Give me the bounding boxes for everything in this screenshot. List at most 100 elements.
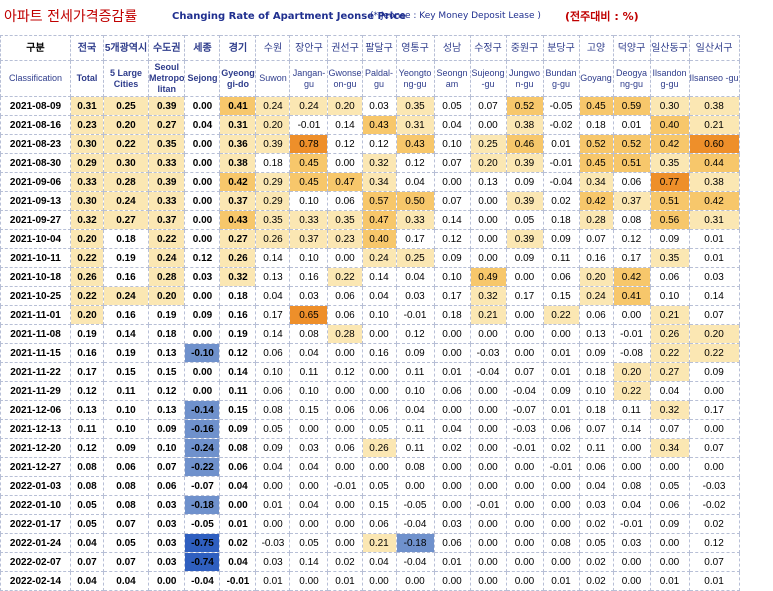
table-cell: 0.06 [327, 191, 363, 211]
table-cell: 0.04 [612, 495, 651, 515]
table-cell: 0.37 [612, 191, 651, 211]
table-cell: 0.00 [505, 267, 544, 287]
table-cell: 0.35 [147, 134, 186, 154]
table-cell: 0.00 [469, 571, 507, 591]
table-cell: 0.01 [433, 552, 471, 572]
table-cell: 0.11 [578, 438, 614, 458]
row-date: 2021-10-04 [0, 229, 71, 249]
table-cell: 0.12 [433, 229, 471, 249]
table-row: 2021-08-09 0.31 0.25 0.39 0.00 0.41 0.24 0.24 0.… [0, 96, 740, 116]
table-cell: -0.03 [255, 533, 291, 553]
table-cell: 0.01 [255, 495, 291, 515]
table-cell: 0.43 [395, 134, 435, 154]
table-cell: 0.01 [688, 248, 740, 268]
table-cell: 0.00 [542, 495, 580, 515]
table-cell: 0.10 [103, 400, 149, 420]
row-header-english: Classification [0, 60, 71, 97]
table-cell: 0.11 [395, 438, 435, 458]
table-cell: 0.00 [612, 571, 651, 591]
row-date: 2021-11-08 [0, 324, 71, 344]
table-cell: 0.03 [147, 495, 186, 515]
table-cell: 0.26 [361, 438, 397, 458]
table-cell: 0.78 [289, 134, 329, 154]
title-english: Changing Rate of Apartment Jeonse Price [172, 11, 406, 22]
table-cell: 0.24 [289, 96, 329, 116]
table-cell: 0.02 [578, 552, 614, 572]
table-cell: 0.01 [542, 400, 580, 420]
table-cell: 0.07 [505, 362, 544, 382]
column-header-korean: 장안구 [289, 35, 329, 61]
table-cell: -0.75 [184, 533, 221, 553]
table-cell: 0.07 [578, 419, 614, 439]
table-cell: 0.06 [612, 172, 651, 192]
table-cell: 0.06 [578, 305, 614, 325]
column-header-english: Jangan-gu [289, 60, 329, 97]
table-cell: 0.40 [649, 115, 690, 135]
table-cell: 0.14 [289, 552, 329, 572]
table-cell: 0.18 [103, 229, 149, 249]
table-cell: 0.03 [289, 438, 329, 458]
table-cell: 0.00 [469, 229, 507, 249]
table-cell: 0.19 [219, 324, 257, 344]
table-cell: 0.09 [542, 229, 580, 249]
table-cell: 0.00 [184, 362, 221, 382]
table-cell: 0.00 [505, 495, 544, 515]
table-cell: 0.01 [542, 362, 580, 382]
table-cell: 0.12 [70, 438, 104, 458]
row-date: 2021-10-11 [0, 248, 71, 268]
row-date: 2021-11-01 [0, 305, 71, 325]
table-cell: 0.12 [70, 381, 104, 401]
table-cell: 0.33 [147, 153, 186, 173]
table-cell: 0.06 [327, 305, 363, 325]
column-header-english: Total [70, 60, 104, 97]
row-date: 2022-01-24 [0, 533, 71, 553]
table-cell: 0.00 [327, 457, 363, 477]
table-cell: 0.18 [255, 153, 291, 173]
table-cell: 0.20 [469, 153, 507, 173]
table-cell: 0.12 [688, 533, 740, 553]
table-cell: 0.29 [255, 172, 291, 192]
table-cell: 0.30 [70, 191, 104, 211]
table-cell: 0.11 [103, 381, 149, 401]
table-cell: 0.07 [103, 514, 149, 534]
table-cell: 0.46 [505, 134, 544, 154]
table-row: 2021-10-18 0.26 0.16 0.28 0.03 0.32 0.13 0.16 0.… [0, 267, 740, 287]
table-cell: 0.04 [649, 381, 690, 401]
table-cell: 0.06 [649, 267, 690, 287]
table-cell: 0.00 [361, 457, 397, 477]
table-cell: 0.03 [688, 267, 740, 287]
table-cell: 0.09 [433, 248, 471, 268]
row-date: 2021-09-06 [0, 172, 71, 192]
table-cell: 0.00 [505, 533, 544, 553]
table-cell: 0.00 [688, 419, 740, 439]
column-header-english: Paldal-gu [361, 60, 397, 97]
table-cell: 0.28 [103, 172, 149, 192]
row-date: 2021-08-16 [0, 115, 71, 135]
table-cell: 0.07 [688, 438, 740, 458]
table-cell: 0.13 [147, 343, 186, 363]
column-header-english: Ilsanseo -gu [688, 60, 740, 97]
table-cell: 0.00 [327, 495, 363, 515]
table-cell: 0.52 [578, 134, 614, 154]
table-cell: 0.02 [542, 438, 580, 458]
table-cell: 0.04 [70, 571, 104, 591]
row-date: 2022-01-03 [0, 476, 71, 496]
table-cell: 0.56 [649, 210, 690, 230]
table-cell: 0.07 [103, 552, 149, 572]
table-cell: 0.00 [433, 172, 471, 192]
table-cell: 0.27 [219, 229, 257, 249]
column-header-english: 5 Large Cities [103, 60, 149, 97]
table-cell: 0.00 [505, 571, 544, 591]
table-cell: 0.12 [147, 381, 186, 401]
row-date: 2021-09-13 [0, 191, 71, 211]
table-cell: 0.10 [147, 438, 186, 458]
table-cell: 0.14 [327, 115, 363, 135]
table-cell: 0.00 [184, 286, 221, 306]
table-row: 2022-01-10 0.05 0.08 0.03 -0.18 0.00 0.01 0.04 0… [0, 495, 740, 515]
table-cell: 0.13 [578, 324, 614, 344]
table-cell: 0.37 [147, 210, 186, 230]
table-cell: 0.06 [219, 457, 257, 477]
table-cell: 0.00 [184, 134, 221, 154]
table-cell: 0.44 [688, 153, 740, 173]
table-cell: 0.00 [505, 324, 544, 344]
